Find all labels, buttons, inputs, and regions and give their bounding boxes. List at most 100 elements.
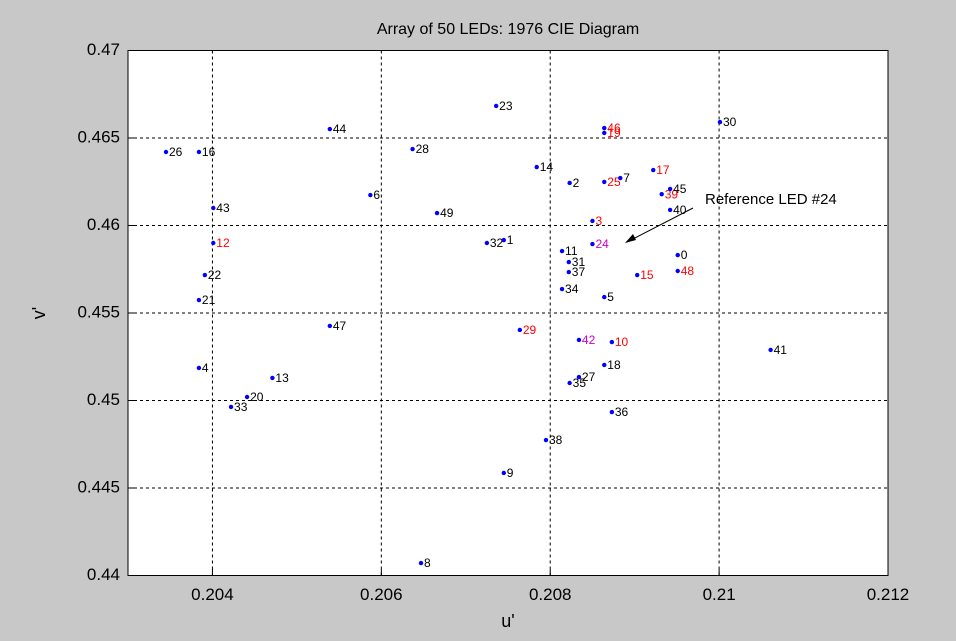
point [228,404,234,410]
x-tick-label: 0.206 [360,585,403,604]
annotation: Reference LED #24 [705,191,837,208]
point-label: 47 [333,319,347,333]
point [566,269,571,275]
point-label: 41 [774,343,788,357]
point [609,339,615,345]
point [717,119,723,125]
point [576,337,582,343]
point-label: 18 [607,358,621,372]
point-label: 49 [440,206,454,220]
point-label: 11 [565,244,578,258]
point [609,409,615,415]
point-label: 16 [202,145,216,159]
x-tick-label: 0.204 [191,585,234,604]
point-label: 48 [681,264,695,278]
point-label: 7 [623,171,630,185]
x-tick-label: 0.21 [703,585,736,604]
y-axis-label: v' [29,307,49,319]
point [211,240,216,246]
point-label: 12 [216,236,230,250]
point-label: 36 [615,405,629,419]
y-tick-label: 0.47 [87,40,120,59]
point-label: 32 [490,236,504,250]
point-label: 0 [681,248,688,262]
point [196,365,202,371]
annotation-arrow [626,207,694,243]
point-label: 2 [573,176,580,190]
point [567,380,572,386]
y-tick-label: 0.445 [77,477,120,496]
point-label: 31 [572,255,586,269]
point [566,259,571,265]
point-label: 44 [333,122,347,136]
point-label: 19 [607,126,621,140]
point-label: 3 [595,214,602,228]
point [270,375,275,381]
point [667,207,673,213]
point [602,125,607,131]
point-label: 4 [202,361,209,375]
point [211,205,216,211]
point-label: 37 [572,265,586,279]
point-label: 43 [216,201,230,215]
point [202,272,208,278]
point [602,130,607,136]
y-tick-label: 0.45 [87,390,120,409]
point [602,179,607,185]
point-label: 35 [573,376,587,390]
point [244,394,250,400]
point-label: 25 [607,175,621,189]
point-label: 38 [549,433,563,447]
point [434,210,440,216]
x-tick-label: 0.208 [529,585,572,604]
point [484,240,490,246]
point [651,167,656,173]
point-label: 39 [665,187,679,201]
point-label: 33 [234,400,248,414]
point-label: 13 [275,371,289,385]
y-tick-label: 0.46 [87,215,120,234]
point [618,175,623,181]
point-label: 26 [169,145,183,159]
point-label: 17 [656,163,670,177]
point [590,218,595,224]
point [559,286,565,292]
point-label: 40 [673,203,687,217]
point [768,347,773,353]
point [327,126,333,132]
point [675,268,680,274]
point-label: 27 [582,370,596,384]
point [667,186,673,192]
point [602,294,607,300]
point [493,103,499,109]
x-tick-label: 0.212 [867,585,910,604]
point-label: 21 [202,293,216,307]
y-tick-label: 0.455 [77,302,120,321]
point-label: 34 [565,282,579,296]
point-label: 23 [499,99,513,113]
point-label: 9 [507,466,514,480]
point [327,323,333,329]
point [543,437,549,443]
point-label: 1 [507,233,514,247]
point-label: 42 [582,333,596,347]
point-label: 29 [523,323,537,337]
x-axis-label: u' [501,611,514,631]
point [501,237,506,243]
y-tick-label: 0.44 [87,565,120,584]
point [675,252,680,258]
point-label: 22 [208,268,222,282]
plot-border [127,50,889,576]
point-label: 24 [595,237,609,251]
point [517,327,523,333]
point-label: 45 [673,182,687,196]
point-label: 15 [640,268,654,282]
point [410,146,415,152]
point-label: 8 [424,556,431,570]
point-label: 10 [615,335,629,349]
point [501,470,506,476]
point-label: 46 [607,121,621,135]
point-label: 20 [250,390,264,404]
point [635,272,640,278]
point [196,149,202,155]
